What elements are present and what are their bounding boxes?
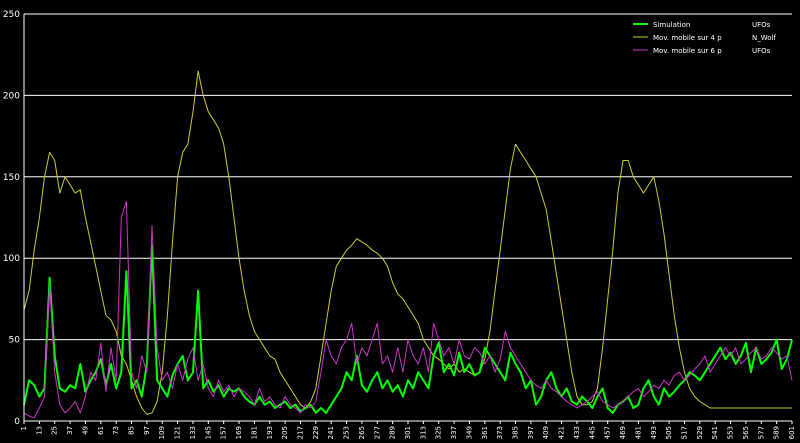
x-tick-label: 217 — [296, 426, 304, 439]
y-tick-label: 200 — [3, 91, 20, 101]
y-tick-label: 50 — [9, 336, 21, 346]
x-tick-label: 121 — [174, 426, 182, 439]
x-tick-label: 481 — [634, 426, 642, 439]
series-line-mov-mobile-sur-6-p — [23, 200, 793, 419]
legend-right-label: UFOs — [752, 21, 771, 29]
x-tick-label: 157 — [220, 426, 228, 439]
x-tick-label: 409 — [542, 426, 550, 439]
x-tick-label: 397 — [527, 426, 535, 439]
x-tick-label: 97 — [143, 426, 151, 435]
legend-label: Mov. mobile sur 4 p — [653, 34, 722, 42]
y-tick-label: 0 — [14, 417, 20, 427]
legend-label: Simulation — [653, 21, 690, 29]
x-tick-label: 493 — [650, 426, 658, 439]
x-tick-label: 361 — [481, 426, 489, 439]
x-tick-label: 553 — [727, 426, 735, 439]
x-tick-label: 109 — [158, 426, 166, 439]
x-tick-label: 289 — [389, 426, 397, 439]
x-tick-label: 325 — [435, 426, 443, 439]
x-tick-label: 169 — [235, 426, 243, 439]
x-tick-label: 241 — [327, 426, 335, 439]
x-tick-label: 349 — [465, 426, 473, 439]
x-tick-label: 1 — [20, 426, 28, 430]
x-tick-label: 277 — [373, 426, 381, 439]
legend: Simulation UFOs Mov. mobile sur 4 p N_Wolf M… — [633, 21, 776, 55]
x-tick-label: 13 — [35, 426, 43, 435]
x-tick-label: 265 — [358, 426, 366, 439]
x-tick-label: 577 — [757, 426, 765, 439]
x-tick-label: 421 — [558, 426, 566, 439]
legend-right-label: N_Wolf — [752, 34, 776, 42]
x-tick-label: 469 — [619, 426, 627, 439]
x-tick-label: 193 — [266, 426, 274, 439]
series-line-mov-mobile-sur-4-p — [23, 70, 792, 415]
x-tick-label: 541 — [711, 426, 719, 439]
x-tick-label: 73 — [112, 426, 120, 435]
x-tick-label: 229 — [312, 426, 320, 439]
series-line-simulation — [23, 244, 793, 414]
x-tick-label: 601 — [788, 426, 796, 439]
x-tick-label: 313 — [419, 426, 427, 439]
y-axis-ticks: 0 50 100 150 200 250 — [3, 10, 20, 427]
legend-label: Mov. mobile sur 6 p — [653, 47, 722, 55]
x-tick-label: 373 — [496, 426, 504, 439]
x-tick-label: 433 — [573, 426, 581, 439]
x-tick-label: 529 — [696, 426, 704, 439]
x-tick-label: 457 — [604, 426, 612, 439]
x-tick-label: 565 — [742, 426, 750, 439]
x-tick-label: 337 — [450, 426, 458, 439]
x-tick-label: 133 — [189, 426, 197, 439]
x-tick-label: 445 — [588, 426, 596, 439]
x-tick-label: 517 — [680, 426, 688, 439]
x-tick-label: 85 — [128, 426, 136, 435]
x-tick-label: 37 — [66, 426, 74, 435]
x-tick-label: 505 — [665, 426, 673, 439]
x-tick-label: 385 — [512, 426, 520, 439]
x-tick-label: 61 — [97, 426, 105, 435]
x-tick-label: 253 — [343, 426, 351, 439]
legend-right-label: UFOs — [752, 47, 771, 55]
series-lines — [23, 70, 793, 419]
y-tick-label: 250 — [3, 10, 20, 20]
x-tick-label: 301 — [404, 426, 412, 439]
x-tick-label: 49 — [81, 426, 89, 435]
x-tick-label: 181 — [250, 426, 258, 439]
x-tick-label: 205 — [281, 426, 289, 439]
y-tick-label: 100 — [3, 254, 20, 264]
x-tick-label: 25 — [51, 426, 59, 435]
x-tick-label: 145 — [204, 426, 212, 439]
y-tick-label: 150 — [3, 173, 20, 183]
x-tick-label: 589 — [773, 426, 781, 439]
x-axis-ticks: 1 13 25 37 49 61 73 85 97 109 121 133 145 157 169 181 19… — [20, 421, 796, 439]
